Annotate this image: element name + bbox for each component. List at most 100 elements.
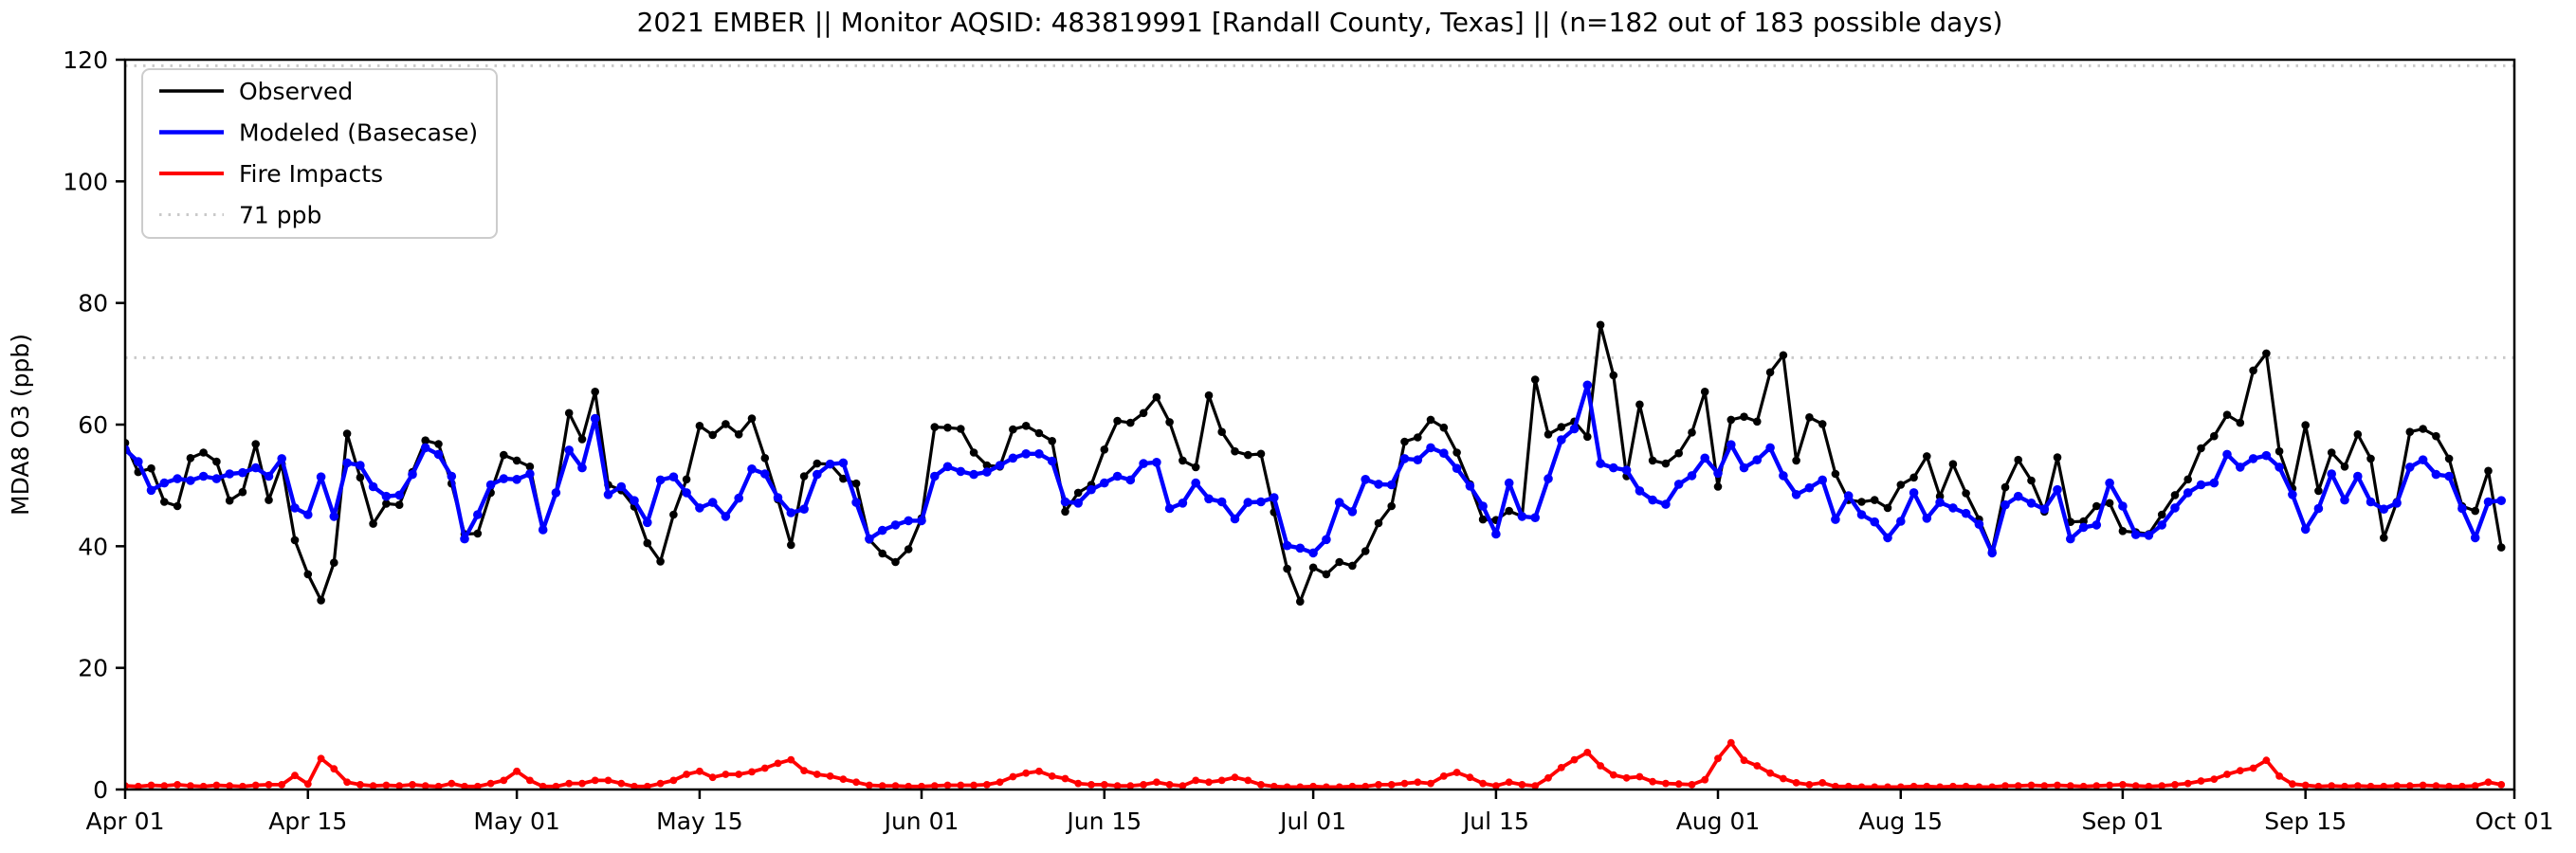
fire-impacts-marker bbox=[2301, 781, 2310, 789]
modeled-basecase-marker bbox=[2340, 495, 2349, 505]
fire-impacts-marker bbox=[1518, 781, 1526, 789]
modeled-basecase-marker bbox=[2483, 497, 2494, 507]
modeled-basecase-marker bbox=[1779, 471, 1788, 481]
observed-marker bbox=[1204, 390, 1214, 400]
fire-impacts-marker bbox=[2210, 775, 2219, 783]
data-series bbox=[125, 320, 2506, 789]
fire-impacts-marker bbox=[1113, 782, 1122, 789]
observed-marker bbox=[2249, 366, 2257, 375]
observed-marker bbox=[1308, 563, 1318, 572]
fire-impacts-marker bbox=[1479, 779, 1487, 788]
fire-impacts-marker bbox=[1375, 781, 1382, 789]
legend-label-3: Fire Impacts bbox=[239, 160, 383, 188]
observed-marker bbox=[421, 436, 430, 445]
fire-impacts-marker bbox=[669, 776, 678, 785]
observed-marker bbox=[2471, 506, 2479, 516]
observed-marker bbox=[1713, 482, 1723, 491]
fire-impacts-marker bbox=[1688, 781, 1696, 789]
fire-impacts-marker bbox=[1674, 780, 1683, 789]
modeled-basecase-marker bbox=[1270, 493, 1279, 502]
fire-impacts-marker bbox=[2380, 782, 2388, 789]
modeled-basecase-marker bbox=[1322, 535, 1331, 545]
modeled-basecase-marker bbox=[1178, 499, 1188, 508]
fire-impacts-marker bbox=[1726, 738, 1735, 747]
fire-impacts-marker bbox=[1126, 782, 1135, 789]
modeled-basecase-marker bbox=[1295, 543, 1306, 554]
modeled-basecase-marker bbox=[1896, 517, 1906, 526]
modeled-basecase-marker bbox=[316, 472, 326, 482]
modeled-basecase-marker bbox=[2405, 463, 2415, 472]
observed-marker bbox=[734, 430, 743, 439]
fire-impacts-marker bbox=[552, 782, 560, 789]
fire-impacts-marker bbox=[2262, 756, 2271, 765]
x-tick-label: Sep 01 bbox=[2081, 808, 2164, 835]
observed-marker bbox=[1048, 437, 1056, 445]
modeled-basecase-marker bbox=[460, 534, 469, 544]
fire-impacts-marker bbox=[760, 764, 769, 772]
modeled-basecase-marker bbox=[695, 503, 704, 513]
fire-impacts-marker bbox=[2066, 782, 2074, 789]
observed-marker bbox=[265, 496, 273, 504]
fire-impacts-marker bbox=[1153, 778, 1160, 787]
observed-marker bbox=[1948, 460, 1958, 469]
modeled-basecase-marker bbox=[1935, 498, 1945, 507]
fire-impacts-marker bbox=[1740, 756, 1748, 765]
observed-marker bbox=[382, 499, 391, 508]
modeled-basecase-marker bbox=[1856, 510, 1867, 519]
modeled-basecase-marker bbox=[2313, 503, 2324, 514]
fire-impacts-marker bbox=[500, 776, 508, 785]
observed-marker bbox=[1583, 432, 1592, 442]
observed-marker bbox=[1009, 425, 1017, 434]
observed-marker bbox=[1387, 501, 1396, 511]
modeled-basecase-marker bbox=[2105, 478, 2114, 488]
fire-impacts-marker bbox=[604, 776, 612, 785]
fire-impacts-marker bbox=[1857, 783, 1866, 789]
modeled-basecase-marker bbox=[2026, 499, 2037, 508]
observed-marker bbox=[1256, 449, 1266, 459]
fire-impacts-marker bbox=[369, 782, 377, 789]
observed-marker bbox=[1962, 489, 1970, 498]
modeled-basecase-marker bbox=[2039, 504, 2050, 514]
modeled-basecase-marker bbox=[564, 445, 574, 455]
observed-marker bbox=[1374, 518, 1383, 528]
observed-marker bbox=[851, 479, 861, 488]
fire-impacts-marker bbox=[1048, 772, 1056, 780]
observed-marker bbox=[787, 540, 795, 550]
observed-marker bbox=[2275, 446, 2284, 456]
legend: Observed Modeled (Basecase) Fire Impacts 71… bbox=[141, 68, 498, 239]
modeled-basecase-marker bbox=[838, 458, 849, 468]
modeled-basecase-marker bbox=[2183, 488, 2193, 498]
legend-label-2: Modeled (Basecase) bbox=[239, 119, 478, 147]
modeled-basecase-marker bbox=[146, 485, 156, 496]
fire-impacts-marker bbox=[918, 782, 925, 789]
modeled-basecase-marker bbox=[2457, 503, 2467, 514]
modeled-basecase-marker bbox=[250, 463, 261, 473]
fire-impacts-marker bbox=[852, 778, 860, 787]
modeled-basecase-marker bbox=[264, 471, 274, 481]
fire-impacts-marker bbox=[1217, 776, 1226, 785]
observed-marker bbox=[1896, 481, 1906, 489]
modeled-basecase-marker bbox=[969, 469, 978, 480]
observed-marker bbox=[1700, 388, 1709, 396]
modeled-basecase-marker bbox=[942, 462, 953, 472]
observed-marker bbox=[2405, 427, 2415, 437]
observed-marker bbox=[1596, 320, 1605, 330]
fire-impacts-marker bbox=[1452, 769, 1461, 776]
modeled-basecase-marker bbox=[825, 459, 835, 469]
observed-marker bbox=[1296, 597, 1305, 606]
modeled-basecase-marker bbox=[1361, 475, 1370, 484]
fire-impacts-marker bbox=[2432, 782, 2440, 789]
observed-marker bbox=[238, 487, 247, 497]
modeled-basecase-marker bbox=[2261, 450, 2272, 461]
fire-impacts-marker bbox=[2183, 779, 2192, 788]
fire-impacts-marker bbox=[1649, 777, 1656, 786]
fire-impacts-marker bbox=[630, 782, 638, 789]
modeled-basecase-marker bbox=[2470, 533, 2480, 543]
fire-impacts-marker bbox=[904, 782, 913, 789]
fire-impacts-marker bbox=[1505, 778, 1513, 787]
modeled-basecase-marker bbox=[707, 498, 718, 507]
fire-impacts-marker bbox=[787, 755, 795, 764]
x-tick-label: May 01 bbox=[473, 808, 559, 835]
fire-impacts-marker bbox=[1884, 783, 1891, 789]
fire-impacts-marker bbox=[1597, 762, 1604, 770]
